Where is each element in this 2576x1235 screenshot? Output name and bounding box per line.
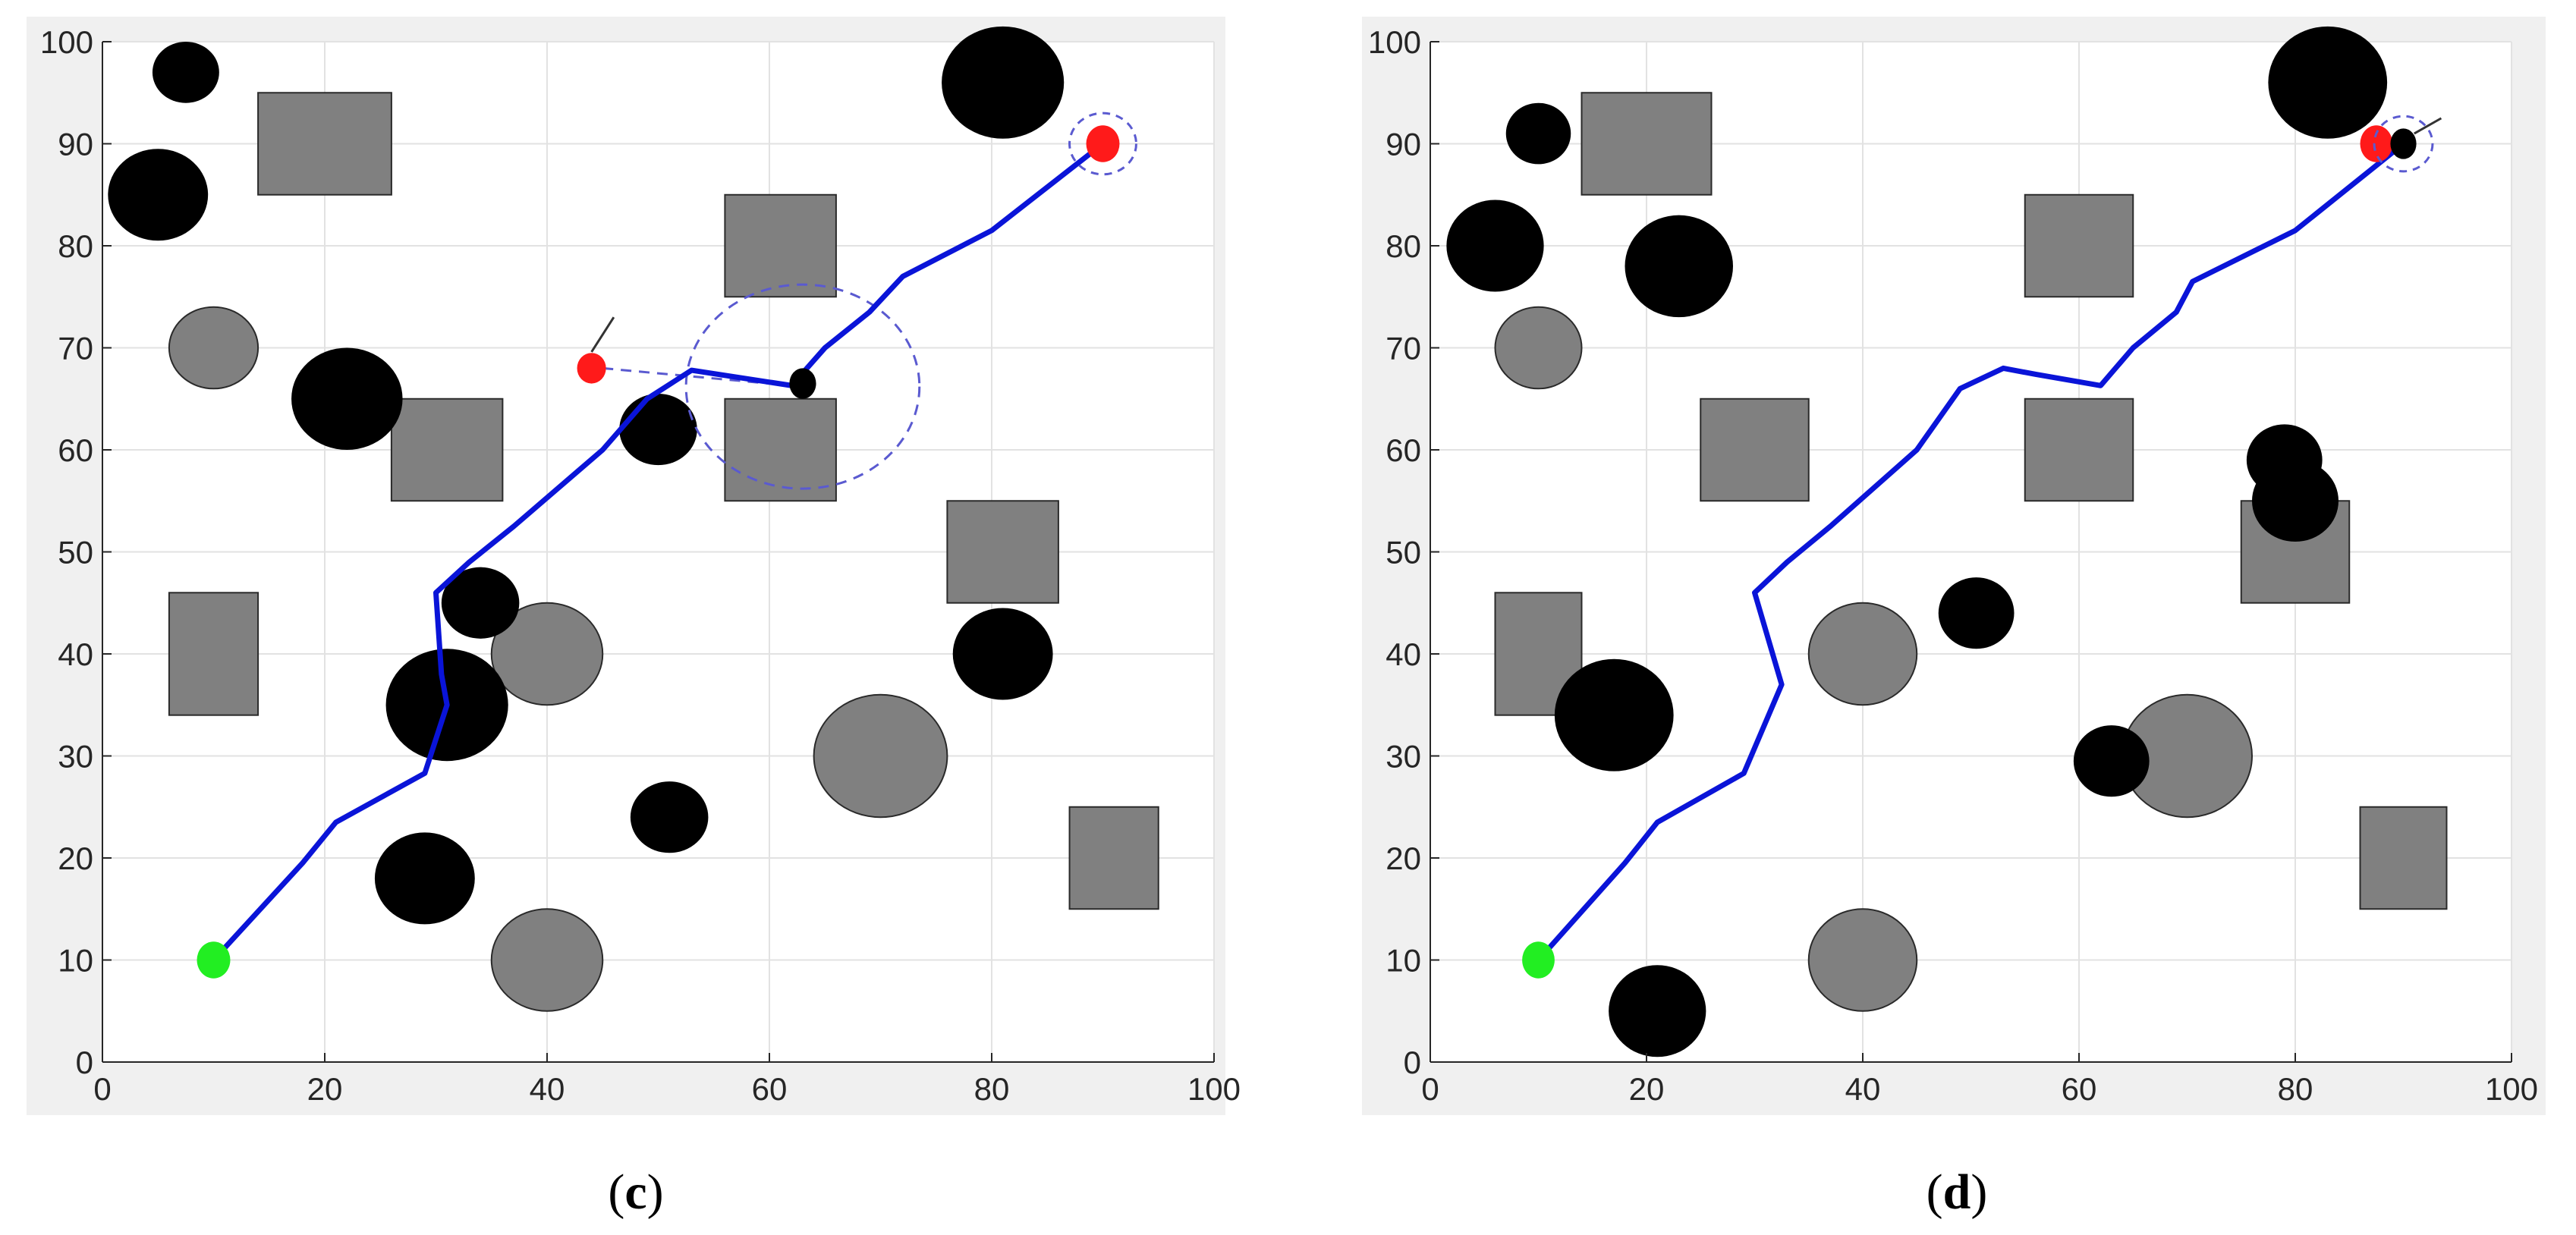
- y-tick-label: 10: [1386, 943, 1421, 979]
- y-tick-label: 50: [1386, 535, 1421, 570]
- static-circle-obstacle: [490, 602, 604, 706]
- panel-d: 0 20 40 60 80 100 0 10 20 30 40 50 60 70 80 90 100: [1362, 17, 2546, 1115]
- dynamic-obstacle: [1446, 200, 1544, 292]
- x-tick-label: 60: [2062, 1071, 2097, 1107]
- sensing-range-circle: [684, 283, 921, 490]
- x-tick-label: 40: [1845, 1071, 1881, 1107]
- dynamic-obstacle: [1554, 658, 1674, 771]
- start-point: [1522, 941, 1555, 979]
- caption-c: (c): [608, 1164, 663, 1220]
- dynamic-obstacle: [630, 781, 709, 853]
- static-rect-obstacle: [946, 500, 1059, 604]
- static-circle-obstacle: [490, 908, 604, 1012]
- y-tick-label: 100: [1368, 24, 1421, 60]
- x-tick-label: 20: [1629, 1071, 1665, 1107]
- y-tick-label: 30: [58, 739, 93, 775]
- y-tick-label: 80: [58, 228, 93, 264]
- dynamic-obstacle: [2073, 725, 2150, 797]
- dynamic-obstacle: [1625, 215, 1733, 318]
- static-circle-obstacle: [168, 306, 259, 390]
- y-tick-label: 20: [58, 841, 93, 876]
- static-rect-obstacle: [168, 592, 259, 716]
- x-tick-label: 0: [1421, 1071, 1439, 1107]
- y-tick-label: 90: [58, 127, 93, 162]
- static-rect-obstacle: [724, 398, 837, 502]
- goal-range-ring: [1068, 112, 1137, 176]
- static-circle-obstacle: [813, 693, 948, 819]
- static-rect-obstacle: [2359, 806, 2448, 910]
- start-point: [197, 941, 231, 979]
- static-circle-obstacle: [1494, 306, 1583, 390]
- x-tick-label: 60: [752, 1071, 788, 1107]
- y-tick-label: 100: [40, 24, 93, 60]
- planned-path: [211, 141, 1106, 963]
- static-rect-obstacle: [2024, 398, 2134, 502]
- dynamic-obstacle: [108, 149, 209, 241]
- static-circle-obstacle: [1807, 908, 1918, 1012]
- goal-point: [2360, 125, 2393, 162]
- caption-d: (d): [1926, 1164, 1988, 1220]
- static-rect-obstacle: [1700, 398, 1810, 502]
- y-tick-label: 60: [58, 432, 93, 468]
- goal-point: [1086, 125, 1120, 162]
- x-tick-label: 0: [93, 1071, 111, 1107]
- dynamic-obstacle: [2268, 26, 2388, 139]
- static-rect-obstacle: [257, 92, 392, 196]
- static-rect-obstacle: [1068, 806, 1159, 910]
- goal-range-ring: [2373, 115, 2434, 173]
- moving-target: [577, 353, 606, 384]
- y-tick-label: 50: [58, 535, 93, 570]
- y-tick-label: 40: [1386, 636, 1421, 672]
- dynamic-obstacle: [291, 347, 403, 450]
- static-rect-obstacle: [390, 398, 504, 502]
- y-tick-label: 30: [1386, 739, 1421, 775]
- dynamic-obstacle: [619, 394, 697, 466]
- dynamic-obstacle: [952, 608, 1053, 700]
- x-tick-label: 80: [974, 1071, 1010, 1107]
- static-rect-obstacle: [724, 193, 837, 298]
- dynamic-obstacle: [374, 832, 475, 925]
- dynamic-obstacle: [1609, 965, 1706, 1057]
- y-tick-label: 70: [58, 331, 93, 366]
- x-tick-label: 40: [530, 1071, 565, 1107]
- dynamic-obstacle: [2252, 460, 2339, 542]
- robot: [2390, 128, 2417, 159]
- robot: [789, 368, 816, 399]
- dynamic-obstacle: [1505, 102, 1571, 165]
- y-tick-label: 0: [76, 1045, 93, 1080]
- static-rect-obstacle: [1581, 92, 1713, 196]
- x-tick-label: 20: [307, 1071, 343, 1107]
- static-circle-obstacle: [1807, 602, 1918, 706]
- target-link-line: [602, 366, 792, 387]
- heading-indicator: [590, 316, 615, 353]
- y-tick-label: 40: [58, 636, 93, 672]
- y-tick-label: 10: [58, 943, 93, 979]
- y-tick-label: 20: [1386, 841, 1421, 876]
- planned-path: [1536, 141, 2406, 963]
- panel-c: 0 20 40 60 80 100 0 10 20 30 40 50 60 70 80 90 100: [27, 17, 1241, 1115]
- y-tick-label: 60: [1386, 432, 1421, 468]
- x-tick-label: 80: [2278, 1071, 2313, 1107]
- x-tick-label: 100: [1187, 1071, 1241, 1107]
- dynamic-obstacle: [942, 26, 1065, 139]
- dynamic-obstacle: [1938, 577, 2015, 649]
- heading-indicator: [2414, 117, 2442, 135]
- y-tick-label: 70: [1386, 331, 1421, 366]
- dynamic-obstacle: [152, 42, 219, 103]
- x-tick-label: 100: [2485, 1071, 2538, 1107]
- static-rect-obstacle: [2024, 193, 2134, 298]
- y-tick-label: 80: [1386, 228, 1421, 264]
- dynamic-obstacle: [441, 567, 520, 639]
- y-tick-label: 0: [1404, 1045, 1421, 1080]
- y-tick-label: 90: [1386, 127, 1421, 162]
